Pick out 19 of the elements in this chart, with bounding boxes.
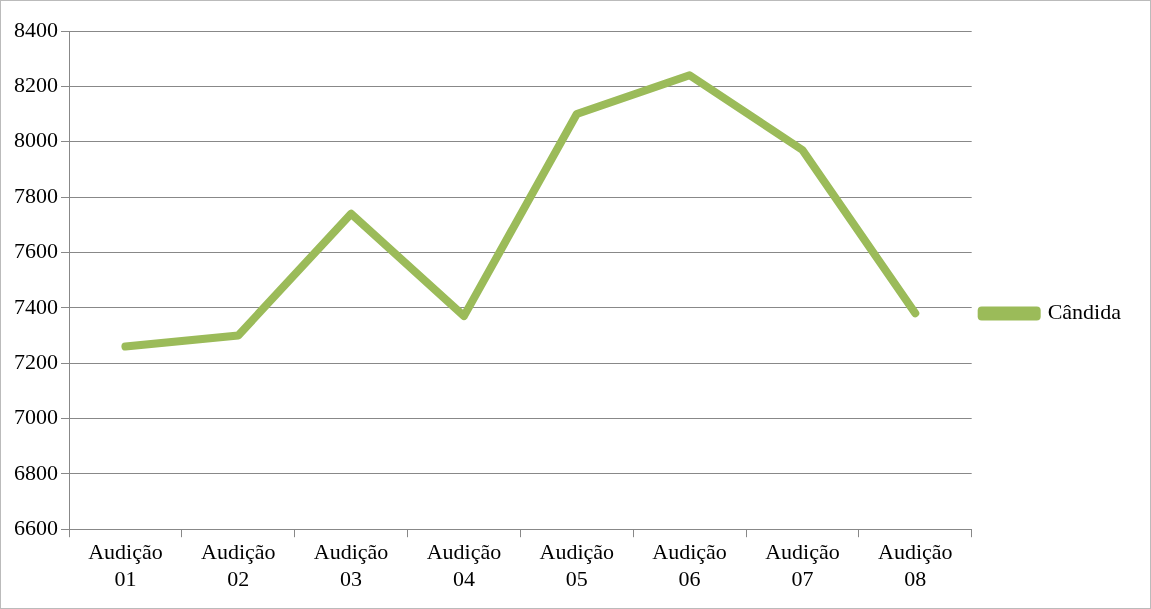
y-tick-label: 8200 [14,72,58,98]
x-tick-label: Audição 03 [313,539,389,591]
x-tick-label: Audição 07 [765,539,840,591]
x-tick-label: Audição 04 [426,539,502,591]
x-tick-label: Audição 06 [652,539,727,591]
y-tick-label: 7000 [14,404,58,430]
x-tick-label: Audição 05 [539,539,615,591]
legend-label: Cândida [1047,299,1122,325]
x-tick-label: Audição 01 [88,539,163,591]
x-tick-label: Audição 08 [878,539,953,591]
y-tick-label: 8400 [14,16,58,42]
y-tick-label: 7400 [14,293,58,319]
x-tick-label: Audição 02 [200,539,276,591]
y-tick-label: 6600 [14,514,58,540]
y-tick-label: 8000 [14,127,58,153]
y-tick-label: 7600 [14,238,58,264]
y-tick-label: 7200 [14,348,58,374]
y-tick-label: 7800 [14,182,58,208]
y-tick-label: 6800 [14,459,58,485]
